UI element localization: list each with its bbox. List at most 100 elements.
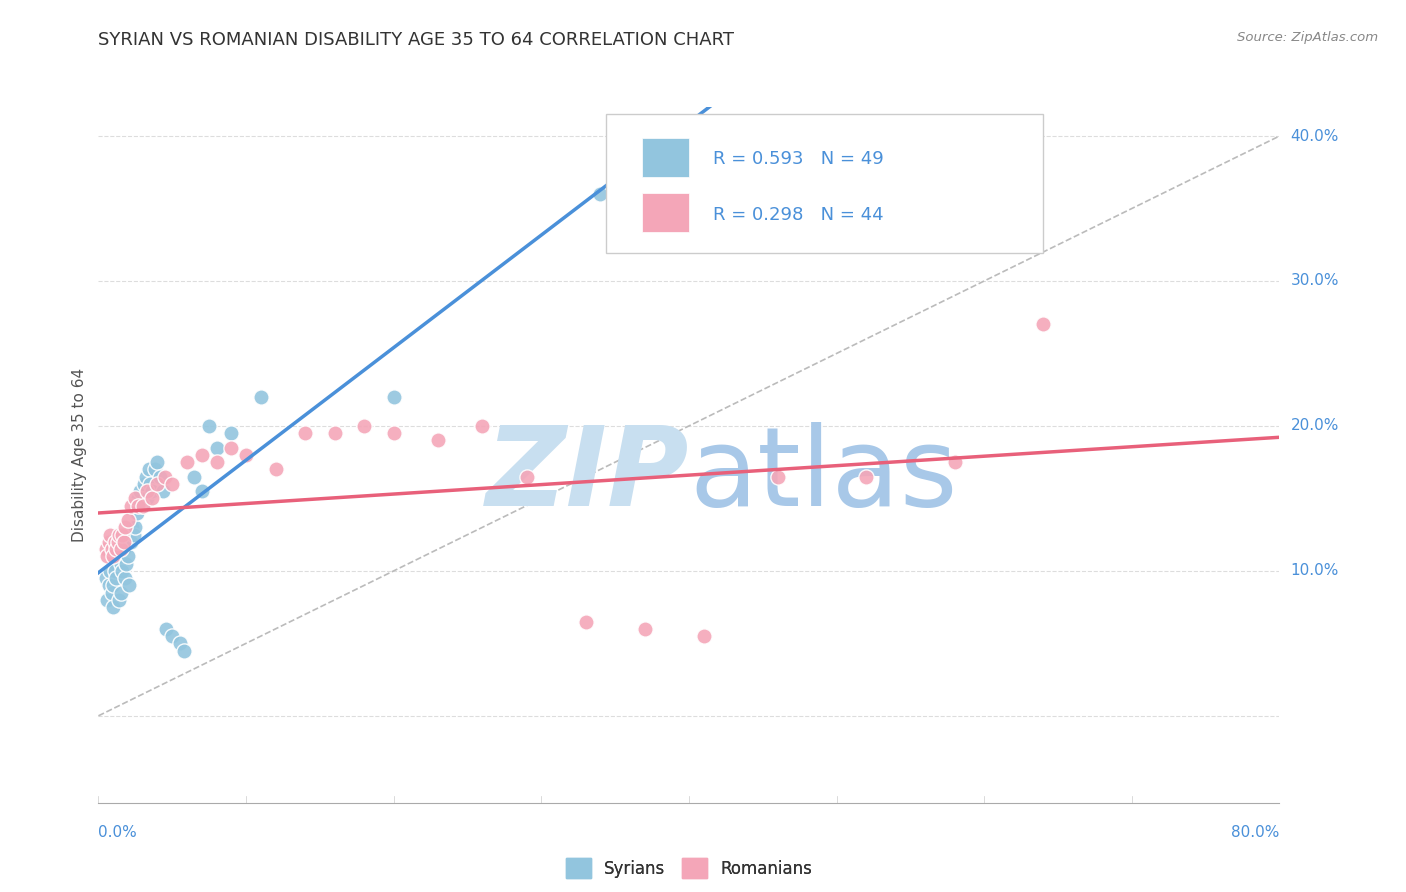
FancyBboxPatch shape xyxy=(641,137,689,177)
Point xyxy=(294,426,316,441)
Point xyxy=(589,187,612,202)
Text: SYRIAN VS ROMANIAN DISABILITY AGE 35 TO 64 CORRELATION CHART: SYRIAN VS ROMANIAN DISABILITY AGE 35 TO … xyxy=(98,31,734,49)
Point xyxy=(153,469,176,483)
Point xyxy=(141,491,163,506)
Point xyxy=(104,534,127,549)
Point xyxy=(121,520,143,534)
Point xyxy=(574,615,596,629)
Point xyxy=(108,592,131,607)
Point xyxy=(105,542,128,557)
Point xyxy=(132,499,155,513)
Point xyxy=(162,629,183,643)
Point xyxy=(125,506,148,520)
Point xyxy=(141,484,163,499)
Point xyxy=(134,476,156,491)
Point xyxy=(105,571,128,585)
Point xyxy=(250,390,273,404)
Point xyxy=(112,534,135,549)
Point xyxy=(323,426,346,441)
Point xyxy=(110,557,132,571)
Point xyxy=(855,469,877,483)
Point xyxy=(152,484,174,499)
Text: R = 0.593   N = 49: R = 0.593 N = 49 xyxy=(713,150,883,169)
Point xyxy=(117,549,139,564)
Point xyxy=(120,499,142,513)
Point xyxy=(191,448,214,462)
Point xyxy=(191,484,214,499)
FancyBboxPatch shape xyxy=(641,194,689,232)
Point xyxy=(114,520,136,534)
Point xyxy=(111,564,134,578)
Point xyxy=(693,629,716,643)
Text: 80.0%: 80.0% xyxy=(1232,825,1279,840)
Point xyxy=(118,578,141,592)
Point xyxy=(205,441,228,455)
Point xyxy=(149,469,172,483)
Text: R = 0.298   N = 44: R = 0.298 N = 44 xyxy=(713,206,883,224)
Text: ZIP: ZIP xyxy=(485,422,689,529)
Point xyxy=(115,557,138,571)
Point xyxy=(132,499,155,513)
Point xyxy=(96,592,118,607)
FancyBboxPatch shape xyxy=(606,114,1043,253)
Point xyxy=(103,549,125,564)
Point xyxy=(127,491,149,506)
Point xyxy=(136,484,159,499)
Point xyxy=(124,520,146,534)
Text: 40.0%: 40.0% xyxy=(1291,128,1339,144)
Point xyxy=(235,448,257,462)
Point xyxy=(183,469,205,483)
Text: Source: ZipAtlas.com: Source: ZipAtlas.com xyxy=(1237,31,1378,45)
Point xyxy=(143,462,166,476)
Point xyxy=(110,542,132,557)
Point xyxy=(107,549,129,564)
Point xyxy=(766,469,789,483)
Point xyxy=(353,418,375,433)
Point xyxy=(124,491,146,506)
Point xyxy=(100,542,122,557)
Point xyxy=(98,564,121,578)
Point xyxy=(155,622,177,636)
Point xyxy=(219,426,242,441)
Text: 30.0%: 30.0% xyxy=(1291,274,1339,288)
Point xyxy=(94,571,117,585)
Point xyxy=(114,571,136,585)
Text: atlas: atlas xyxy=(689,422,957,529)
Point xyxy=(108,527,131,541)
Point xyxy=(103,600,125,615)
Text: 20.0%: 20.0% xyxy=(1291,418,1339,434)
Point xyxy=(264,462,287,476)
Point xyxy=(146,476,169,491)
Point xyxy=(96,549,118,564)
Point xyxy=(219,441,242,455)
Point xyxy=(97,578,120,592)
Point xyxy=(117,513,139,527)
Point xyxy=(198,418,221,433)
Point xyxy=(112,542,135,557)
Point xyxy=(136,491,159,506)
Point xyxy=(110,585,132,599)
Point xyxy=(176,455,198,469)
Point xyxy=(382,426,405,441)
Point xyxy=(138,462,160,476)
Point xyxy=(173,643,195,657)
Y-axis label: Disability Age 35 to 64: Disability Age 35 to 64 xyxy=(72,368,87,542)
Point xyxy=(120,534,142,549)
Legend: Syrians, Romanians: Syrians, Romanians xyxy=(560,851,818,885)
Point xyxy=(100,585,122,599)
Point xyxy=(633,622,655,636)
Point xyxy=(139,476,162,491)
Point xyxy=(111,527,134,541)
Point xyxy=(205,455,228,469)
Point xyxy=(97,534,120,549)
Point xyxy=(98,527,121,541)
Point xyxy=(427,434,450,448)
Point xyxy=(104,564,127,578)
Point xyxy=(169,636,191,650)
Point xyxy=(382,390,405,404)
Point xyxy=(135,469,157,483)
Point xyxy=(943,455,966,469)
Point xyxy=(162,476,183,491)
Point xyxy=(128,484,150,499)
Text: 10.0%: 10.0% xyxy=(1291,564,1339,578)
